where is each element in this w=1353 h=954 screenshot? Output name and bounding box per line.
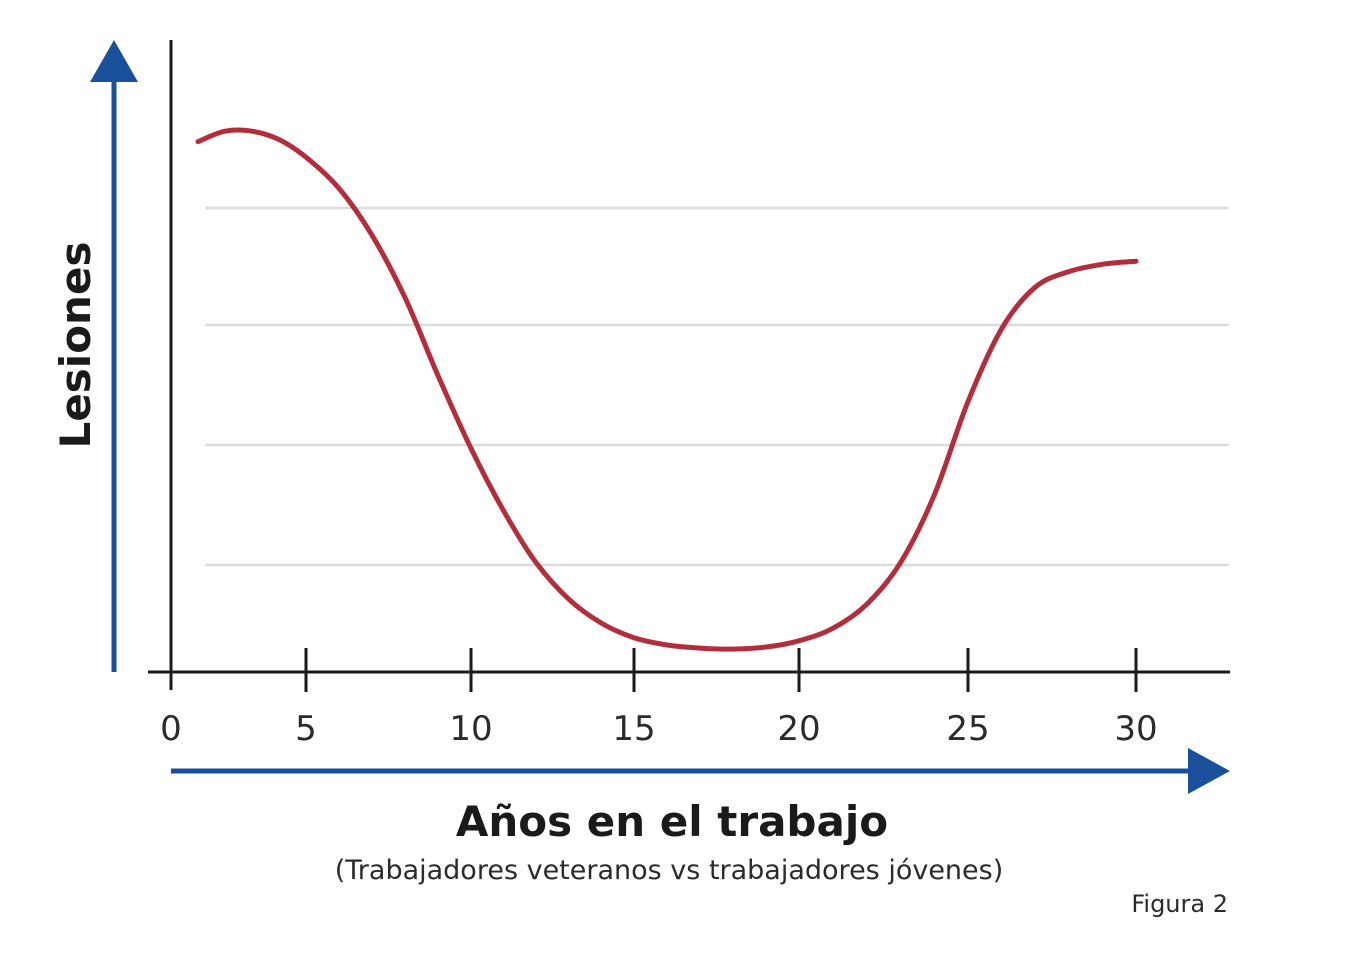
y-arrow-head-icon <box>90 40 138 82</box>
x-tick-label: 10 <box>449 709 492 749</box>
chart-subtitle: (Trabajadores veteranos vs trabajadores … <box>335 855 1004 886</box>
x-axis-label: Años en el trabajo <box>456 797 888 846</box>
x-arrow-head-icon <box>1188 748 1230 794</box>
x-tick-label: 30 <box>1114 709 1157 749</box>
x-tick-label: 0 <box>160 709 182 749</box>
series-line <box>195 127 1139 652</box>
x-tick-label: 15 <box>612 709 655 749</box>
x-tick-label: 20 <box>777 709 820 749</box>
x-tick-label: 5 <box>295 709 317 749</box>
grid-lines <box>205 206 1229 567</box>
y-axis-label: Lesiones <box>51 242 100 449</box>
x-tick-labels: 0 5 10 15 20 25 30 <box>160 709 1157 749</box>
x-tick-label: 25 <box>946 709 989 749</box>
figure-label: Figura 2 <box>1131 890 1228 918</box>
x-ticks <box>304 648 1138 692</box>
